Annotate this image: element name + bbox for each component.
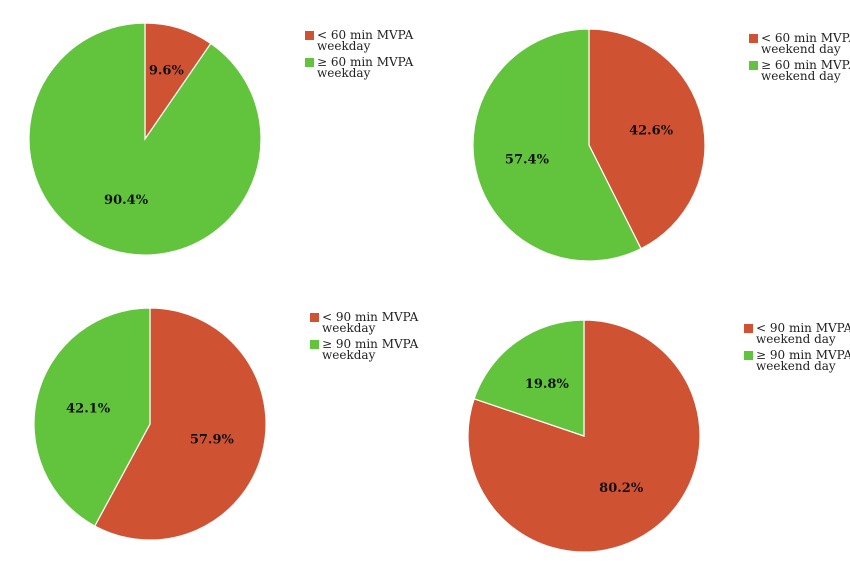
pie-slice bbox=[472, 28, 642, 262]
slice-value-label: 19.8% bbox=[525, 377, 570, 392]
slice-value-label: 42.1% bbox=[66, 401, 111, 416]
legend-label: ≥ 90 min MVPA bbox=[756, 348, 850, 362]
legend-swatch bbox=[749, 34, 758, 43]
slice-value-label: 42.6% bbox=[629, 123, 674, 138]
slice-value-label: 9.6% bbox=[149, 63, 185, 78]
legend-swatch bbox=[305, 58, 314, 67]
legend-label: < 90 min MVPA bbox=[756, 321, 850, 335]
legend-label: weekday bbox=[322, 348, 376, 362]
legend-swatch bbox=[310, 313, 319, 322]
pie-slice bbox=[33, 307, 151, 527]
legend-label: weekend day bbox=[761, 42, 841, 56]
slice-value-label: 57.4% bbox=[505, 153, 550, 168]
legend-label: ≥ 60 min MVPA bbox=[761, 58, 850, 72]
legend-label: weekend day bbox=[756, 359, 836, 373]
legend-swatch bbox=[310, 340, 319, 349]
legend-swatch bbox=[744, 324, 753, 333]
slice-value-label: 80.2% bbox=[599, 481, 644, 496]
legend-label: ≥ 90 min MVPA bbox=[322, 337, 419, 351]
legend-label: weekend day bbox=[761, 69, 841, 83]
legend-swatch bbox=[749, 61, 758, 70]
legend-label: weekday bbox=[317, 39, 371, 53]
legend-label: weekday bbox=[317, 66, 371, 80]
legend-swatch bbox=[305, 31, 314, 40]
legend-label: < 90 min MVPA bbox=[322, 310, 419, 324]
slice-value-label: 90.4% bbox=[104, 193, 149, 208]
pie-slice bbox=[93, 307, 267, 541]
legend-label: ≥ 60 min MVPA bbox=[317, 55, 414, 69]
pie-slice bbox=[28, 22, 262, 256]
pie-slice bbox=[473, 319, 585, 437]
legend-label: < 60 min MVPA bbox=[761, 31, 850, 45]
legend-label: < 60 min MVPA bbox=[317, 28, 414, 42]
slice-value-label: 57.9% bbox=[190, 433, 235, 448]
legend-label: weekend day bbox=[756, 332, 836, 346]
pie-slice bbox=[588, 28, 706, 250]
legend-label: weekday bbox=[322, 321, 376, 335]
legend-swatch bbox=[744, 351, 753, 360]
